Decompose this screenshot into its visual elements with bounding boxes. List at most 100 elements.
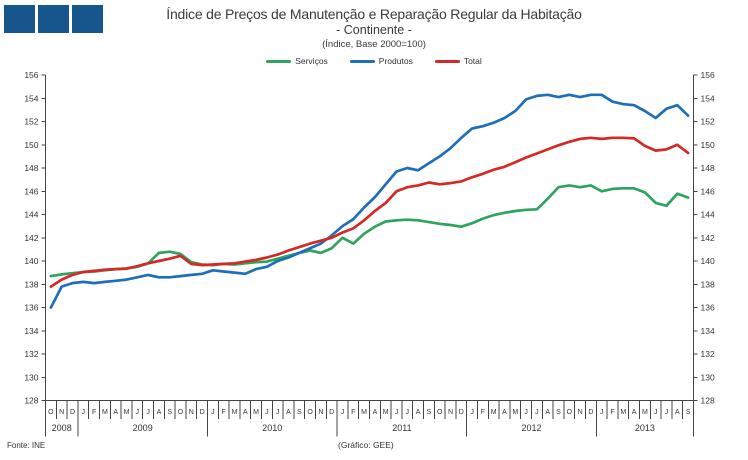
month-label: O bbox=[48, 409, 54, 416]
month-label: F bbox=[481, 409, 485, 416]
legend-label: Serviços bbox=[295, 56, 328, 66]
month-label: D bbox=[200, 409, 205, 416]
legend-item-total: Total bbox=[434, 56, 482, 66]
month-label: S bbox=[427, 409, 432, 416]
month-label: A bbox=[675, 409, 680, 416]
month-label: M bbox=[620, 409, 626, 416]
y-tick-label-right: 140 bbox=[701, 256, 715, 266]
month-label: D bbox=[588, 409, 593, 416]
month-label: M bbox=[642, 409, 648, 416]
y-tick-label-right: 154 bbox=[701, 93, 715, 103]
month-label: O bbox=[307, 409, 313, 416]
month-label: M bbox=[491, 409, 497, 416]
month-label: D bbox=[70, 409, 75, 416]
y-tick-label-right: 128 bbox=[701, 396, 715, 406]
y-tick-label-right: 152 bbox=[701, 117, 715, 127]
legend-label: Produtos bbox=[378, 56, 413, 66]
page-title: Índice de Preços de Manutenção e Reparaç… bbox=[166, 6, 582, 22]
month-label: M bbox=[253, 409, 259, 416]
logo-square bbox=[38, 5, 69, 33]
y-tick-label-right: 150 bbox=[701, 140, 715, 150]
year-label: 2009 bbox=[133, 423, 153, 433]
month-label: N bbox=[59, 409, 64, 416]
month-label: A bbox=[243, 409, 248, 416]
month-label: J bbox=[600, 409, 604, 416]
month-label: N bbox=[189, 409, 194, 416]
month-label: A bbox=[286, 409, 291, 416]
y-tick-label-right: 134 bbox=[701, 326, 715, 336]
month-label: O bbox=[437, 409, 443, 416]
y-tick-label-left: 146 bbox=[24, 186, 38, 196]
month-label: D bbox=[329, 409, 334, 416]
month-label: J bbox=[82, 409, 86, 416]
month-label: M bbox=[102, 409, 108, 416]
y-tick-label-right: 136 bbox=[701, 303, 715, 313]
chart-subtitle: - Continente - bbox=[336, 23, 412, 37]
month-label: F bbox=[92, 409, 96, 416]
year-label: 2012 bbox=[521, 423, 541, 433]
y-tick-label-left: 134 bbox=[24, 326, 38, 336]
month-label: J bbox=[211, 409, 215, 416]
month-label: O bbox=[567, 409, 573, 416]
month-label: J bbox=[406, 409, 410, 416]
month-label: M bbox=[232, 409, 238, 416]
y-tick-label-left: 132 bbox=[24, 349, 38, 359]
legend-item-produtos: Produtos bbox=[349, 56, 413, 66]
month-label: J bbox=[395, 409, 399, 416]
y-tick-label-right: 146 bbox=[701, 186, 715, 196]
month-label: N bbox=[448, 409, 453, 416]
month-label: J bbox=[535, 409, 539, 416]
y-tick-label-left: 140 bbox=[24, 256, 38, 266]
y-tick-label-right: 144 bbox=[701, 210, 715, 220]
chart-units-label: (Índice, Base 2000=100) bbox=[322, 39, 426, 50]
y-tick-label-right: 138 bbox=[701, 279, 715, 289]
month-label: S bbox=[167, 409, 172, 416]
month-label: O bbox=[178, 409, 184, 416]
month-label: A bbox=[632, 409, 637, 416]
y-tick-label-left: 150 bbox=[24, 140, 38, 150]
legend-item-servicos: Serviços bbox=[266, 56, 328, 66]
y-tick-label-left: 144 bbox=[24, 210, 38, 220]
y-tick-label-right: 130 bbox=[701, 372, 715, 382]
month-label: J bbox=[276, 409, 280, 416]
month-label: S bbox=[297, 409, 302, 416]
month-label: N bbox=[578, 409, 583, 416]
y-tick-label-left: 152 bbox=[24, 117, 38, 127]
legend-swatch-produtos bbox=[349, 59, 375, 63]
title-block: Índice de Preços de Manutenção e Reparaç… bbox=[0, 6, 748, 51]
month-label: A bbox=[502, 409, 507, 416]
month-label: A bbox=[373, 409, 378, 416]
month-label: J bbox=[665, 409, 669, 416]
month-label: D bbox=[459, 409, 464, 416]
y-tick-label-left: 130 bbox=[24, 372, 38, 382]
month-label: M bbox=[124, 409, 130, 416]
month-label: A bbox=[416, 409, 421, 416]
y-tick-label-right: 148 bbox=[701, 163, 715, 173]
series-line-produtos bbox=[49, 93, 690, 309]
month-label: F bbox=[610, 409, 614, 416]
year-label: 2011 bbox=[392, 423, 411, 433]
legend-swatch-servicos bbox=[266, 59, 292, 63]
logo bbox=[4, 5, 103, 33]
month-label: J bbox=[341, 409, 345, 416]
legend-label: Total bbox=[463, 56, 482, 66]
month-label: F bbox=[222, 409, 226, 416]
month-label: A bbox=[545, 409, 550, 416]
year-label: 2010 bbox=[262, 423, 282, 433]
year-label: 2013 bbox=[635, 423, 655, 433]
month-label: J bbox=[524, 409, 528, 416]
y-tick-label-left: 156 bbox=[24, 70, 38, 80]
month-label: A bbox=[113, 409, 118, 416]
footer-source: Fonte: INE bbox=[7, 441, 46, 450]
y-tick-label-left: 148 bbox=[24, 163, 38, 173]
y-tick-label-right: 156 bbox=[701, 70, 715, 80]
y-tick-label-left: 136 bbox=[24, 303, 38, 313]
logo-square bbox=[72, 5, 103, 33]
y-tick-label-left: 138 bbox=[24, 279, 38, 289]
month-label: J bbox=[470, 409, 474, 416]
month-label: M bbox=[383, 409, 389, 416]
month-label: S bbox=[686, 409, 691, 416]
legend: Serviços Produtos Total bbox=[0, 56, 748, 66]
footer-credit: (Gráfico: GEE) bbox=[338, 440, 394, 450]
